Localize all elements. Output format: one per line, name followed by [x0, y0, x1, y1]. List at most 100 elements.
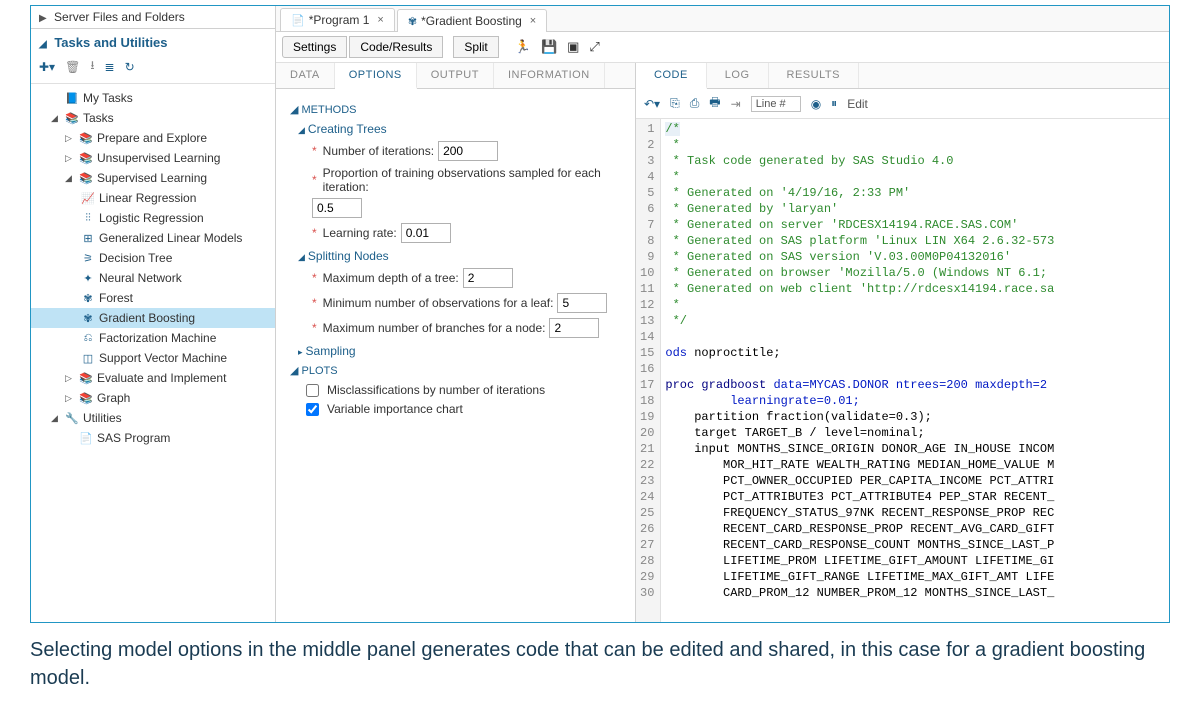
tree-label: Unsupervised Learning	[97, 151, 220, 165]
splitting-nodes-section[interactable]: ◢Splitting Nodes	[298, 249, 621, 263]
code-line: * Generated on SAS version 'V.03.00M0P04…	[665, 250, 1011, 264]
tab-program1[interactable]: 📄 *Program 1 ×	[280, 8, 395, 31]
tree-evaluate-implement[interactable]: ▷📚Evaluate and Implement	[31, 368, 275, 388]
navigation-sidebar: ▶ Server Files and Folders ◢ Tasks and U…	[31, 6, 276, 622]
figure-caption: Selecting model options in the middle pa…	[30, 636, 1170, 692]
print-icon[interactable]: 🖶	[709, 93, 720, 114]
tab-label: *Program 1	[309, 13, 370, 27]
tree-logistic-regression[interactable]: ⫶⫶Logistic Regression	[31, 208, 275, 228]
close-icon[interactable]: ×	[530, 15, 536, 27]
tree-supervised[interactable]: ◢📚Supervised Learning	[31, 168, 275, 188]
max-branch-input[interactable]	[549, 318, 599, 338]
tree-label: Evaluate and Implement	[97, 371, 226, 385]
tree-unsupervised[interactable]: ▷📚Unsupervised Learning	[31, 148, 275, 168]
line-gutter: 1 2 3 4 5 6 7 8 9 10 11 12 13 14 15 16 1…	[636, 119, 661, 622]
code-line: target TARGET_B / level=nominal;	[665, 426, 924, 440]
subsection-label: Creating Trees	[308, 122, 387, 136]
properties-icon[interactable]: ≣	[105, 60, 115, 74]
code-line: *	[665, 170, 679, 184]
code-tab-code[interactable]: CODE	[636, 63, 707, 89]
prop-training-input[interactable]	[312, 198, 362, 218]
stop-icon[interactable]: ▣	[567, 39, 579, 55]
run-icon[interactable]: 🏃	[515, 39, 531, 55]
tree-tasks[interactable]: ◢📚Tasks	[31, 108, 275, 128]
undo-icon[interactable]: ↶▾	[644, 97, 660, 111]
find-icon[interactable]: ⏸	[831, 96, 837, 111]
tree-my-tasks[interactable]: 📘My Tasks	[31, 88, 275, 108]
code-panel: CODE LOG RESULTS ↶▾ ⎘ ⎙ 🖶 ⇥ Line # ◉ ⏸ E…	[636, 63, 1169, 622]
tree-neural-network[interactable]: ✦Neural Network	[31, 268, 275, 288]
code-results-button[interactable]: Code/Results	[349, 36, 443, 58]
tree-prepare-explore[interactable]: ▷📚Prepare and Explore	[31, 128, 275, 148]
tree-linear-regression[interactable]: 📈Linear Regression	[31, 188, 275, 208]
code-line: * Generated on browser 'Mozilla/5.0 (Win…	[665, 266, 1047, 280]
plots-header[interactable]: ◢ PLOTS	[290, 364, 621, 377]
tree-label: Forest	[99, 291, 133, 305]
code-line: MOR_HIT_RATE WEALTH_RATING MEDIAN_HOME_V…	[665, 458, 1054, 472]
section-label: PLOTS	[302, 365, 338, 377]
code-editor[interactable]: 1 2 3 4 5 6 7 8 9 10 11 12 13 14 15 16 1…	[636, 119, 1169, 622]
indent-icon[interactable]: ⇥	[731, 97, 741, 111]
tree-svm[interactable]: ◫Support Vector Machine	[31, 348, 275, 368]
tree-utilities[interactable]: ◢🔧Utilities	[31, 408, 275, 428]
code-line: proc gradboost data=MYCAS.DONOR ntrees=2…	[665, 378, 1047, 392]
learning-rate-input[interactable]	[401, 223, 451, 243]
option-subtabs: DATA OPTIONS OUTPUT INFORMATION	[276, 63, 635, 89]
tree-label: Linear Regression	[99, 191, 196, 205]
misclass-checkbox[interactable]	[306, 384, 319, 397]
copy-icon[interactable]: ⎘	[670, 96, 680, 111]
code-line: * Generated on '4/19/16, 2:33 PM'	[665, 186, 910, 200]
subtab-options[interactable]: OPTIONS	[335, 63, 417, 89]
close-icon[interactable]: ×	[377, 14, 383, 26]
max-depth-input[interactable]	[463, 268, 513, 288]
server-files-section[interactable]: ▶ Server Files and Folders	[31, 6, 275, 29]
task-tree: 📘My Tasks ◢📚Tasks ▷📚Prepare and Explore …	[31, 84, 275, 622]
tree-gradient-boosting[interactable]: ✾Gradient Boosting	[31, 308, 275, 328]
edit-link[interactable]: Edit	[847, 97, 868, 111]
subtab-data[interactable]: DATA	[276, 63, 335, 88]
sampling-section[interactable]: ▸Sampling	[298, 344, 621, 358]
code-toolbar: ↶▾ ⎘ ⎙ 🖶 ⇥ Line # ◉ ⏸ Edit	[636, 89, 1169, 119]
tasks-utilities-section[interactable]: ◢ Tasks and Utilities	[31, 29, 275, 54]
tree-graph[interactable]: ▷📚Graph	[31, 388, 275, 408]
save-icon[interactable]: 💾	[541, 39, 557, 55]
tree-generalized-linear[interactable]: ⊞Generalized Linear Models	[31, 228, 275, 248]
paste-icon[interactable]: ⎙	[690, 96, 700, 111]
tree-factorization-machine[interactable]: ⎌Factorization Machine	[31, 328, 275, 348]
creating-trees-section[interactable]: ◢Creating Trees	[298, 122, 621, 136]
tree-sas-program[interactable]: 📄SAS Program	[31, 428, 275, 448]
tab-label: *Gradient Boosting	[421, 14, 522, 28]
varimp-checkbox[interactable]	[306, 403, 319, 416]
code-line: LIFETIME_GIFT_RANGE LIFETIME_MAX_GIFT_AM…	[665, 570, 1054, 584]
delete-icon[interactable]: 🗑	[65, 60, 80, 74]
required-icon: *	[312, 173, 317, 187]
num-iterations-input[interactable]	[438, 141, 498, 161]
open-icon[interactable]: ⭳	[90, 56, 94, 77]
code-tab-results[interactable]: RESULTS	[769, 63, 859, 88]
expand-icon[interactable]: ⤢	[589, 39, 599, 55]
expand-arrow-icon: ◢	[39, 39, 47, 50]
code-line: CARD_PROM_12 NUMBER_PROM_12 MONTHS_SINCE…	[665, 586, 1054, 600]
split-button[interactable]: Split	[453, 36, 498, 58]
code-tab-log[interactable]: LOG	[707, 63, 769, 88]
tab-gradient-boosting[interactable]: ✾ *Gradient Boosting ×	[397, 9, 547, 32]
code-line: * Generated on web client 'http://rdcesx…	[665, 282, 1054, 296]
tree-decision-tree[interactable]: ⚞Decision Tree	[31, 248, 275, 268]
max-depth-row: * Maximum depth of a tree:	[312, 268, 621, 288]
code-tabs: CODE LOG RESULTS	[636, 63, 1169, 89]
min-obs-input[interactable]	[557, 293, 607, 313]
new-icon[interactable]: ✚▾	[39, 60, 55, 74]
option-label: Number of iterations:	[323, 144, 434, 158]
max-branch-row: * Maximum number of branches for a node:	[312, 318, 621, 338]
tree-forest[interactable]: ✾Forest	[31, 288, 275, 308]
settings-button[interactable]: Settings	[282, 36, 347, 58]
refresh-icon[interactable]: ↻	[125, 60, 135, 74]
code-line: RECENT_CARD_RESPONSE_COUNT MONTHS_SINCE_…	[665, 538, 1054, 552]
go-icon[interactable]: ◉	[811, 97, 821, 111]
run-toolbar: 🏃 💾 ▣ ⤢	[515, 39, 600, 55]
tree-label: Utilities	[83, 411, 122, 425]
required-icon: *	[312, 296, 317, 310]
methods-header[interactable]: ◢ METHODS	[290, 103, 621, 116]
subtab-output[interactable]: OUTPUT	[417, 63, 494, 88]
subtab-information[interactable]: INFORMATION	[494, 63, 605, 88]
